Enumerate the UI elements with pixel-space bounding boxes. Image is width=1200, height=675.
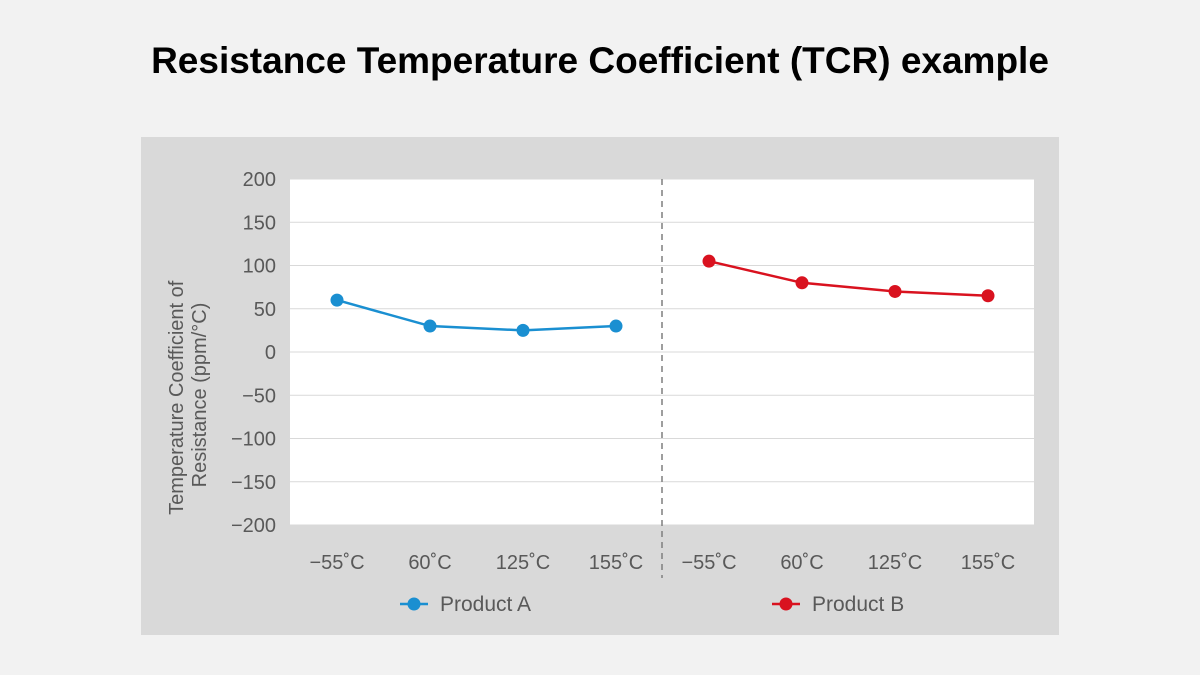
legend-label: Product A xyxy=(440,593,531,616)
legend-swatch-marker xyxy=(407,597,421,611)
y-axis-label-line-2: Resistance (ppm/°C) xyxy=(189,303,211,488)
y-tick-label: 50 xyxy=(254,299,276,321)
series-line xyxy=(708,259,989,298)
x-axis-ticks: −55˚C 60˚C 125˚C 155˚C −55˚C 60˚C 125˚C 155˚C xyxy=(309,552,1015,574)
x-tick-label: 155˚C xyxy=(961,552,1015,574)
y-tick-label: −100 xyxy=(231,429,276,451)
y-axis-label: Temperature Coefficient of Resistance (p… xyxy=(166,275,211,515)
data-point xyxy=(702,254,716,268)
series-line xyxy=(336,298,617,332)
x-tick-label: −55˚C xyxy=(309,552,364,574)
x-tick-label: 125˚C xyxy=(496,552,550,574)
y-axis-label-line-1: Temperature Coefficient of xyxy=(166,280,188,515)
data-point xyxy=(795,276,809,290)
y-tick-label: 100 xyxy=(243,256,276,278)
data-point xyxy=(888,284,902,298)
x-tick-label: 60˚C xyxy=(780,552,823,574)
y-tick-label: −150 xyxy=(231,472,276,494)
x-tick-label: 155˚C xyxy=(589,552,643,574)
x-tick-label: 60˚C xyxy=(408,552,451,574)
data-point xyxy=(981,289,995,303)
page-title: Resistance Temperature Coefficient (TCR)… xyxy=(151,40,1049,81)
series-group xyxy=(330,254,995,337)
data-point xyxy=(423,319,437,333)
data-point xyxy=(330,293,344,307)
x-tick-label: −55˚C xyxy=(681,552,736,574)
y-tick-label: 200 xyxy=(243,169,276,191)
legend-swatch-marker xyxy=(779,597,793,611)
data-point xyxy=(609,319,623,333)
legend-label: Product B xyxy=(812,593,904,616)
legend: Product A Product B xyxy=(400,593,904,616)
data-point xyxy=(516,323,530,337)
y-tick-label: 0 xyxy=(265,342,276,364)
y-tick-label: −50 xyxy=(242,385,276,407)
y-tick-label: 150 xyxy=(243,212,276,234)
x-tick-label: 125˚C xyxy=(868,552,922,574)
y-tick-label: −200 xyxy=(231,515,276,537)
y-axis-ticks: 200 150 100 50 0 −50 −100 −150 −200 xyxy=(231,169,276,537)
